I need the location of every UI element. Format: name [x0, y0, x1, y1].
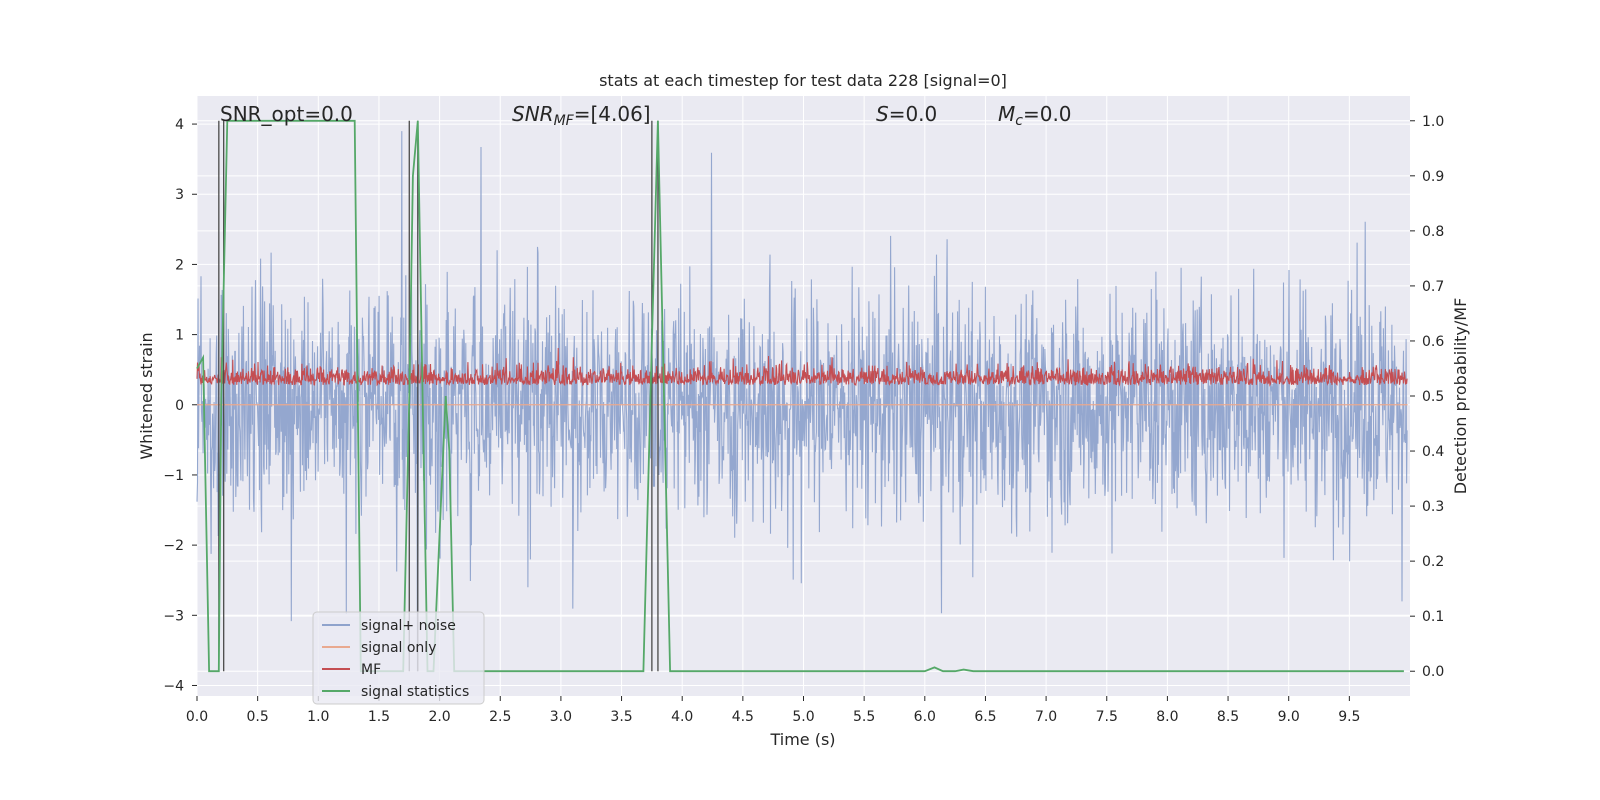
x-tick-label: 8.0: [1156, 709, 1178, 725]
x-ticks: 0.0 0.5 1.0 1.5 2.0 2.5 3.0 3.5 4.0 4.5 5.0 5.5 6.0 6…: [186, 696, 1360, 725]
legend: signal+ noise signal only MF signal stat…: [312, 611, 485, 705]
y-axis-label-right: Detection probability/MF: [1451, 298, 1470, 495]
series-signal-noise: [196, 131, 1408, 672]
x-tick-label: 4.5: [732, 709, 754, 725]
x-tick-label: 3.5: [610, 709, 632, 725]
x-tick-label: 9.5: [1338, 709, 1360, 725]
x-tick-label: 5.5: [853, 709, 875, 725]
x-tick-label: 7.0: [1035, 709, 1057, 725]
y-tick-label-right: 1.0: [1422, 114, 1444, 130]
annotation-mc-value: =0.0: [1023, 102, 1072, 126]
x-tick-label: 3.0: [550, 709, 572, 725]
annotation-snr-mf-value: =[4.06]: [574, 102, 651, 126]
legend-label-signal-statistics: signal statistics: [361, 684, 469, 700]
x-tick-label: 9.0: [1278, 709, 1300, 725]
chart-title: stats at each timestep for test data 228…: [599, 71, 1007, 90]
y-tick-label-left: −3: [163, 608, 184, 624]
legend-label-mf: MF: [361, 662, 381, 678]
y-tick-label-left: −2: [163, 538, 184, 554]
y-tick-label-right: 0.3: [1422, 499, 1444, 515]
x-tick-label: 6.5: [974, 709, 996, 725]
annotation-mc-subscript: c: [1015, 113, 1023, 129]
x-tick-label: 1.5: [368, 709, 390, 725]
annotation-s-value: =0.0: [889, 102, 938, 126]
annotation-snr-opt: SNR_opt=0.0: [220, 102, 353, 126]
y-tick-label-right: 0.1: [1422, 609, 1444, 625]
y-ticks-left: −4 −3 −2 −1 0 1 2 3 4: [163, 117, 197, 694]
x-axis-label: Time (s): [769, 730, 835, 749]
legend-label-signal-only: signal only: [361, 640, 436, 656]
x-tick-label: 5.0: [792, 709, 814, 725]
y-axis-label-left: Whitened strain: [137, 332, 156, 459]
annotation-snr-mf: SNRMF=[4.06]: [512, 102, 651, 129]
y-tick-label-right: 0.8: [1422, 224, 1444, 240]
y-tick-label-left: −4: [163, 678, 184, 694]
x-tick-label: 2.5: [489, 709, 511, 725]
x-tick-label: 1.0: [307, 709, 329, 725]
y-tick-label-left: 4: [175, 117, 184, 133]
noise-layer: [196, 131, 1408, 672]
y-tick-label-right: 0.2: [1422, 554, 1444, 570]
y-tick-label-right: 0.5: [1422, 389, 1444, 405]
x-tick-label: 0.5: [247, 709, 269, 725]
annotation-mc-symbol: M: [998, 102, 1015, 126]
x-tick-label: 7.5: [1096, 709, 1118, 725]
y-tick-label-right: 0.6: [1422, 334, 1444, 350]
y-ticks-right: 0.0 0.1 0.2 0.3 0.4 0.5 0.6 0.7 0.8 0.9 1.0: [1410, 114, 1444, 680]
series-signal-statistics: [196, 119, 1404, 673]
annotation-mc: Mc=0.0: [998, 102, 1072, 129]
x-tick-label: 4.0: [671, 709, 693, 725]
mf-layer: [196, 347, 1408, 387]
x-tick-label: 8.5: [1217, 709, 1239, 725]
y-tick-label-right: 0.9: [1422, 169, 1444, 185]
legend-label-signal-noise: signal+ noise: [361, 618, 456, 634]
x-tick-label: 0.0: [186, 709, 208, 725]
y-tick-label-right: 0.0: [1422, 664, 1444, 680]
annotation-s-symbol: S: [876, 102, 889, 126]
annotation-s: S=0.0: [876, 102, 937, 126]
y-tick-label-left: 2: [175, 257, 184, 273]
x-tick-label: 6.0: [914, 709, 936, 725]
y-tick-label-right: 0.7: [1422, 279, 1444, 295]
y-tick-label-left: 3: [175, 187, 184, 203]
annotation-snr-mf-subscript: MF: [554, 113, 575, 129]
annotation-snr-mf-symbol: SNR: [512, 102, 554, 126]
y-tick-label-left: −1: [163, 468, 184, 484]
y-tick-label-left: 0: [175, 398, 184, 414]
y-tick-label-left: 1: [175, 328, 184, 344]
stat-layer: [196, 119, 1404, 673]
y-tick-label-right: 0.4: [1422, 444, 1444, 460]
series-mf: [196, 347, 1408, 387]
legend-box: [312, 611, 485, 705]
x-tick-label: 2.0: [428, 709, 450, 725]
